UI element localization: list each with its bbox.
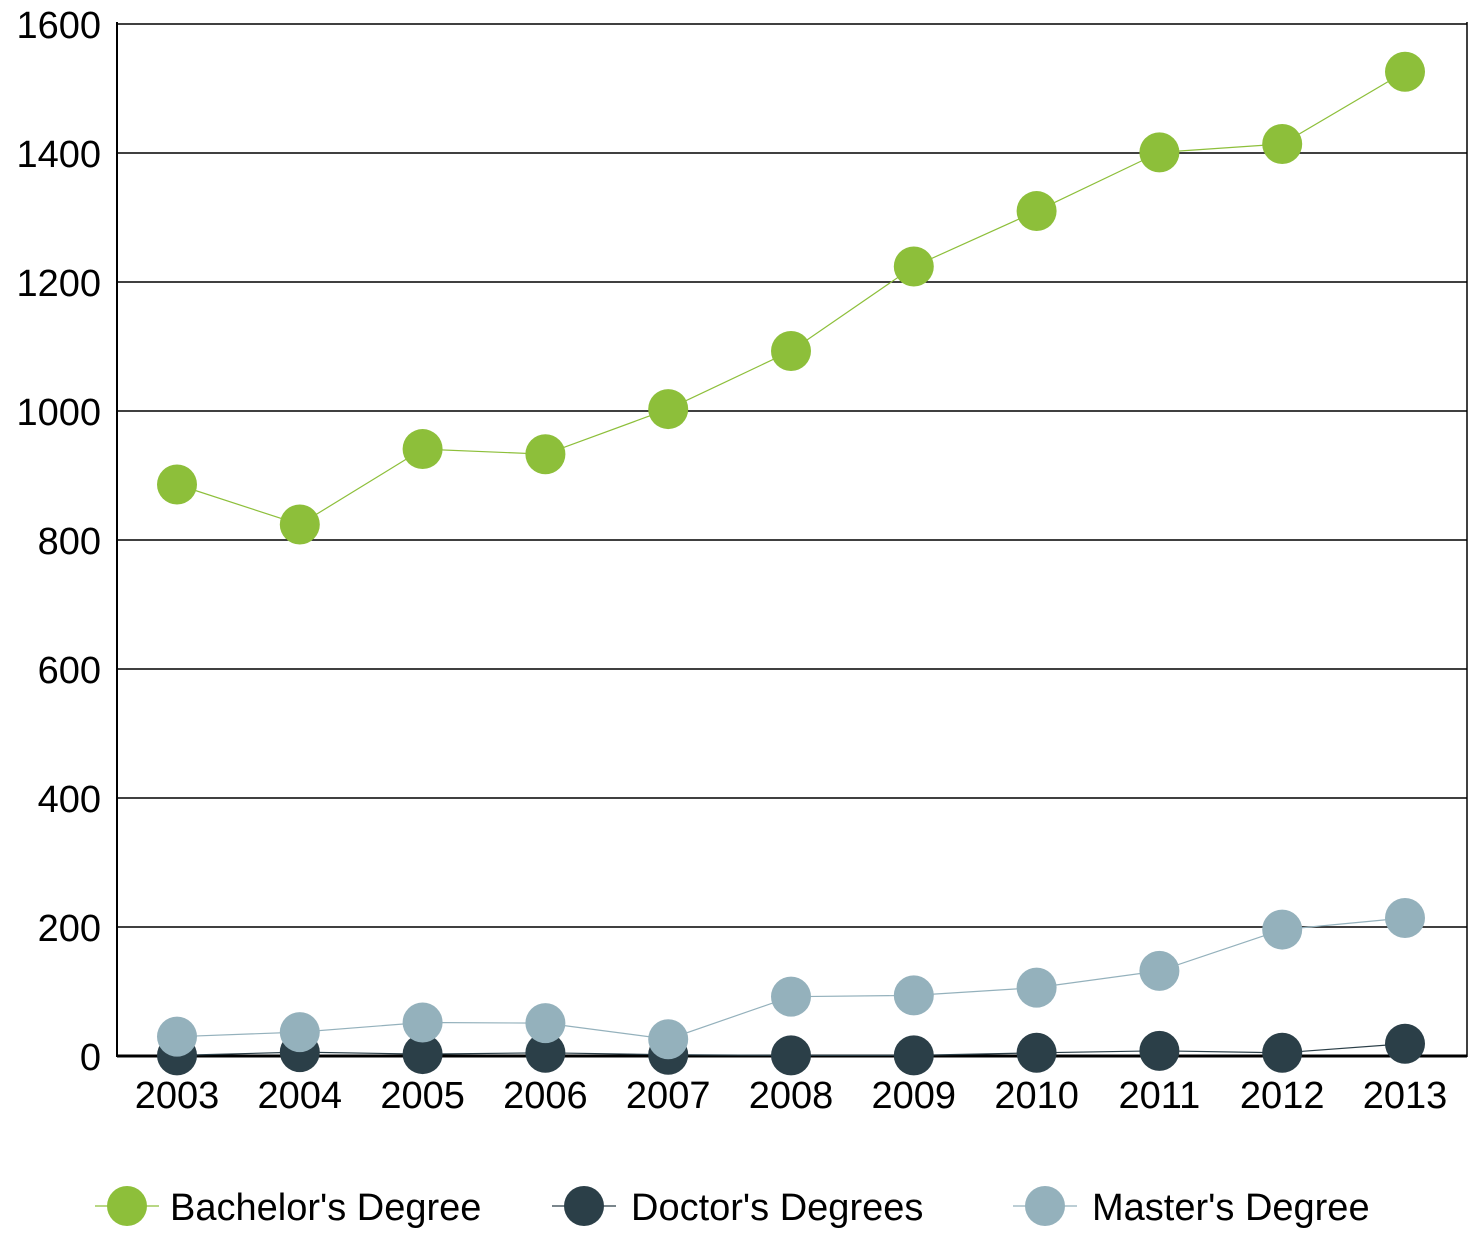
series-line <box>176 71 1406 526</box>
legend-item: Bachelor's Degree <box>95 1186 481 1229</box>
y-tick-label: 1400 <box>16 134 101 176</box>
y-tick-label: 200 <box>38 908 101 950</box>
data-point <box>1139 950 1180 991</box>
series <box>157 51 1425 1076</box>
data-point <box>771 976 811 1017</box>
data-point <box>1385 51 1425 92</box>
data-point <box>402 429 443 470</box>
data-point <box>1385 897 1425 938</box>
data-point <box>157 464 197 505</box>
data-point <box>157 1016 197 1057</box>
x-tick-label: 2010 <box>994 1075 1079 1117</box>
x-tick-label: 2013 <box>1363 1075 1448 1117</box>
data-point <box>402 1002 443 1043</box>
x-tick-label: 2011 <box>1119 1075 1201 1117</box>
data-point <box>279 504 320 545</box>
y-tick-label: 1000 <box>16 392 101 434</box>
series-0 <box>157 51 1425 545</box>
x-axis-tick-labels: 2003 2004 2005 2006 2007 2008 2009 2010 2011 2012… <box>135 1075 1448 1117</box>
data-point <box>525 434 566 475</box>
data-point <box>893 1035 934 1076</box>
x-tick-label: 2004 <box>258 1075 343 1117</box>
y-tick-label: 0 <box>80 1037 101 1079</box>
data-point <box>1139 1030 1180 1071</box>
legend-marker <box>1025 1186 1065 1226</box>
data-point <box>525 1032 566 1073</box>
legend-marker <box>107 1186 147 1226</box>
x-tick-label: 2007 <box>626 1075 711 1117</box>
legend-label: Bachelor's Degree <box>170 1187 481 1229</box>
legend-marker <box>564 1186 604 1226</box>
data-point <box>1262 909 1303 950</box>
data-point <box>648 389 689 430</box>
legend-item: Master's Degree <box>1013 1186 1370 1229</box>
data-point <box>648 1019 689 1060</box>
x-tick-label: 2008 <box>749 1075 834 1117</box>
x-tick-label: 2012 <box>1240 1075 1325 1117</box>
data-point <box>279 1012 320 1053</box>
x-tick-label: 2009 <box>872 1075 957 1117</box>
legend-item: Doctor's Degrees <box>552 1186 923 1229</box>
y-tick-label: 800 <box>38 521 101 563</box>
x-tick-label: 2003 <box>135 1075 220 1117</box>
x-tick-label: 2006 <box>503 1075 588 1117</box>
data-point <box>402 1034 443 1075</box>
legend-label: Master's Degree <box>1092 1187 1370 1229</box>
series-2 <box>157 897 1425 1060</box>
data-point <box>1139 132 1180 173</box>
y-axis-tick-labels: 0 200 400 600 800 1000 1200 1400 1600 <box>16 5 101 1079</box>
y-tick-label: 1200 <box>16 263 101 305</box>
data-point <box>893 246 934 287</box>
x-tick-label: 2005 <box>380 1075 465 1117</box>
data-point <box>771 331 811 372</box>
data-point <box>525 1003 566 1044</box>
data-point <box>1262 1032 1303 1073</box>
gridlines <box>117 23 1467 928</box>
y-tick-label: 400 <box>38 779 101 821</box>
y-tick-label: 1600 <box>16 5 101 47</box>
data-point <box>1262 123 1303 164</box>
legend: Bachelor's Degree Doctor's Degrees Master'… <box>95 1186 1370 1229</box>
data-point <box>1385 1023 1425 1064</box>
series-1 <box>157 1023 1425 1076</box>
data-point <box>1016 967 1057 1008</box>
data-point <box>771 1035 811 1076</box>
data-point <box>893 975 934 1016</box>
data-point <box>1016 1032 1057 1073</box>
legend-label: Doctor's Degrees <box>631 1187 923 1229</box>
y-tick-label: 600 <box>38 650 101 692</box>
data-point <box>1016 191 1057 232</box>
